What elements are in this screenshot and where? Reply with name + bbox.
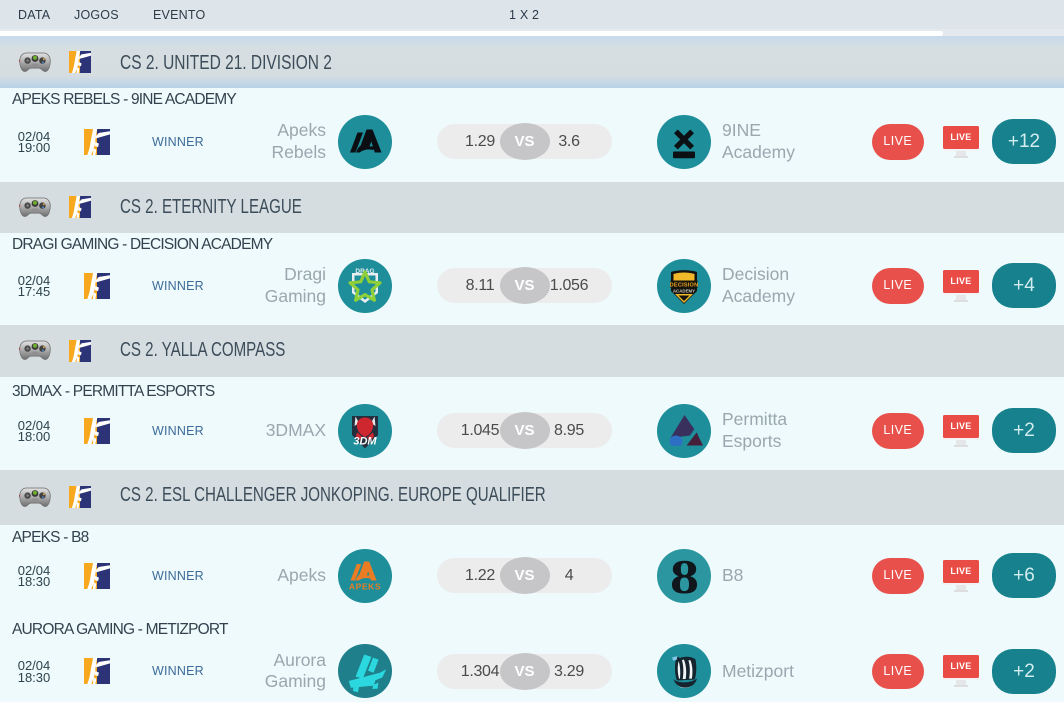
svg-text:8: 8 [670, 549, 699, 603]
svg-text:3DM: 3DM [353, 435, 377, 447]
svg-text:ACADEMY: ACADEMY [672, 288, 694, 293]
svg-text:DECISION: DECISION [669, 282, 698, 288]
svg-text:APEKS: APEKS [349, 581, 381, 591]
